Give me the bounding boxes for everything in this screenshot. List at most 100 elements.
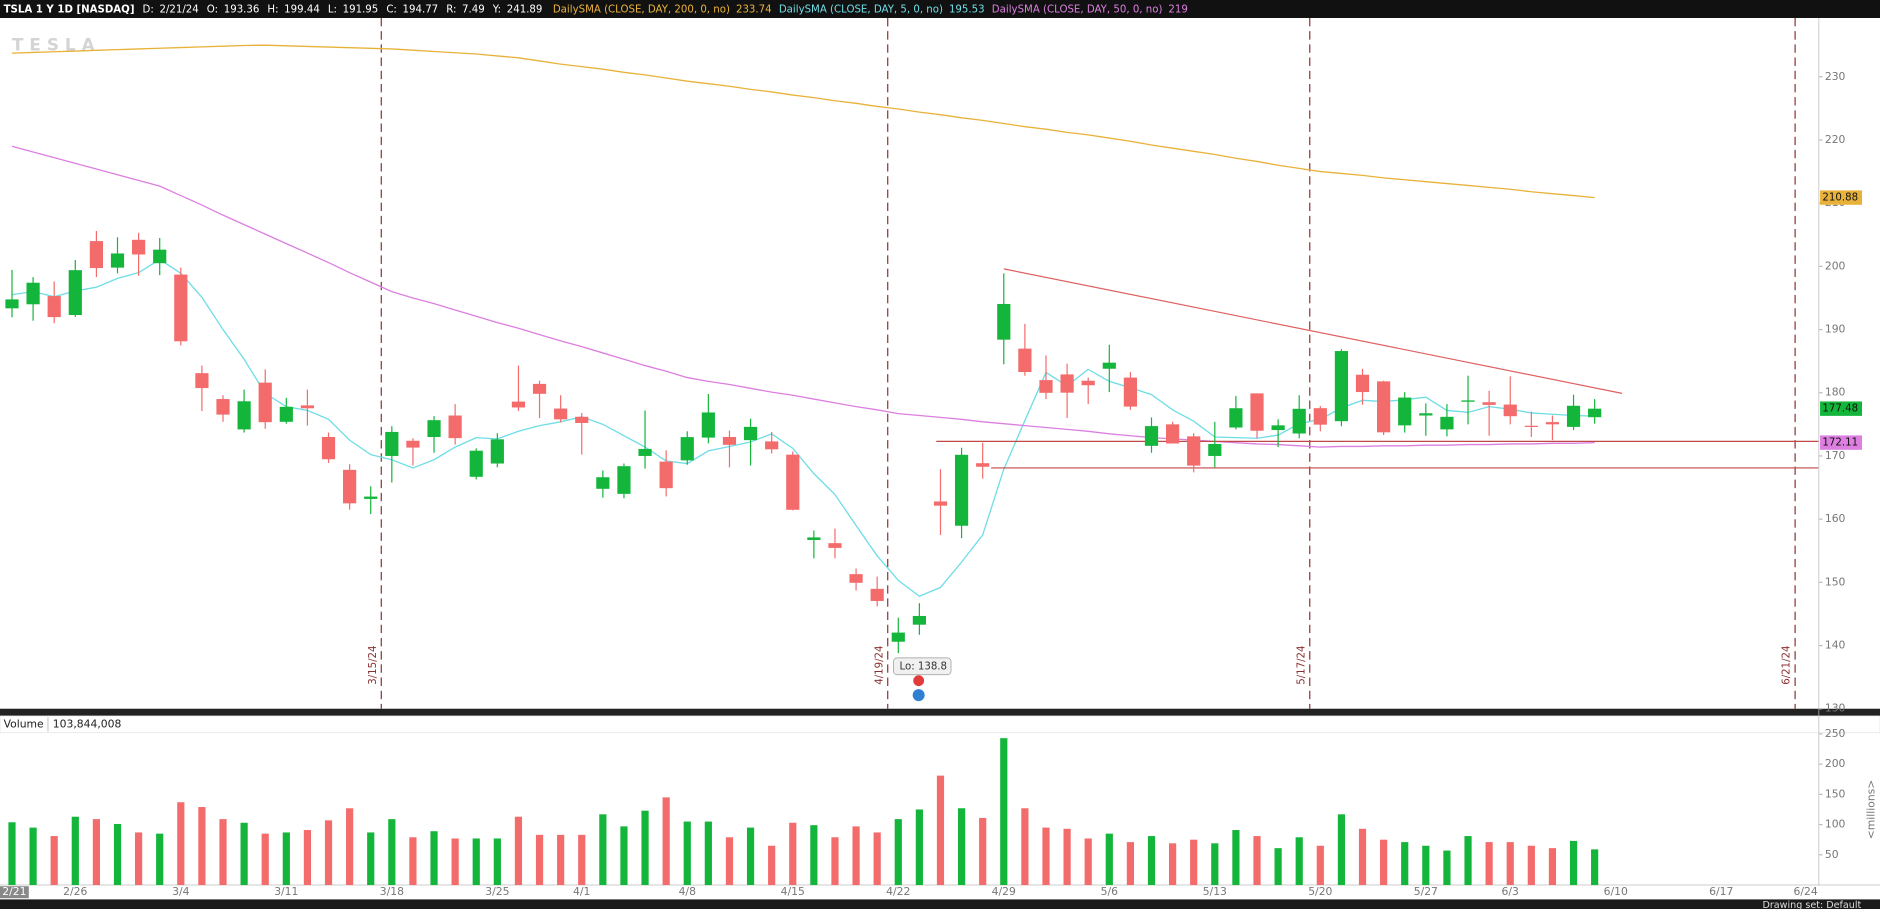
volume-bar (1169, 843, 1177, 886)
volume-bar (514, 816, 523, 886)
volume-bar (810, 825, 818, 886)
candle-body (1166, 424, 1180, 444)
volume-bar (915, 809, 923, 886)
volume-bar (71, 816, 79, 886)
candle-body (1292, 408, 1306, 434)
candle-body (47, 296, 61, 318)
sma-line (11, 145, 1595, 448)
y-tick-label: 180 (1825, 386, 1846, 399)
y-tick-label: 190 (1825, 323, 1846, 336)
candle-body (1271, 425, 1285, 431)
candle-body (933, 501, 948, 506)
high-label: H: (267, 5, 278, 16)
x-tick-label: 3/4 (172, 885, 189, 898)
y-label: Y: (492, 5, 501, 16)
candle-body (1229, 408, 1243, 428)
last-value-label: 172.11 (1822, 438, 1858, 449)
candle-body (1081, 380, 1095, 386)
candle-body (153, 249, 167, 264)
last-value-label: 177.48 (1822, 404, 1858, 415)
volume-bar (1232, 830, 1240, 886)
volume-bar (873, 832, 881, 886)
volume-bar (852, 826, 860, 886)
candle-body (1377, 381, 1391, 433)
volume-bar (662, 797, 670, 886)
volume-bar (240, 822, 248, 886)
candle-body (828, 543, 842, 548)
y-tick-label: 220 (1825, 133, 1846, 146)
sma-value: 195.53 (949, 5, 985, 16)
candle-body (1355, 374, 1370, 393)
volume-bar (683, 821, 691, 886)
volume-bar (346, 808, 354, 886)
header: TSLA 1 Y 1D [NASDAQ] D: 2/21/24 O: 193.3… (4, 5, 1188, 16)
volume-bar (113, 823, 122, 886)
y-tick-label: 200 (1825, 259, 1846, 272)
volume-bar (578, 834, 586, 886)
volume-bar (1211, 843, 1219, 886)
candle-body (1461, 400, 1475, 402)
volume-bar (1506, 842, 1514, 886)
volume-bar (1422, 845, 1430, 886)
volume-bar (831, 837, 839, 886)
candle-body (743, 426, 758, 441)
low-value: 191.95 (343, 5, 379, 16)
candle-body (976, 463, 990, 467)
y-tick-label: 130 (1825, 702, 1846, 715)
candle-body (321, 436, 336, 460)
event-label: 5/17/24 (1296, 645, 1307, 684)
candle-body (1102, 362, 1116, 369)
y-tick-label: 150 (1825, 575, 1846, 588)
volume-bar (92, 819, 100, 886)
volume-header (0, 715, 1880, 734)
volume-bar (1316, 845, 1324, 886)
volume-bar (1295, 837, 1303, 886)
panel-separator (0, 708, 1880, 716)
volume-bar (1358, 828, 1367, 886)
candle-body (532, 383, 547, 394)
volume-bar (261, 833, 269, 886)
candle-body (448, 415, 462, 439)
volume-bar (535, 834, 544, 886)
candle-body (1588, 408, 1602, 418)
volume-bar (1485, 842, 1493, 886)
volume-bar (219, 819, 227, 886)
symbol: TSLA 1 Y 1D [NASDAQ] (4, 5, 135, 16)
volume-bar (198, 807, 206, 886)
x-tick-label: 6/3 (1502, 885, 1519, 898)
y-tick-label: 230 (1825, 70, 1846, 83)
volume-bar (620, 826, 628, 886)
volume-bar (388, 819, 396, 886)
candle-body (1313, 408, 1327, 425)
candle-body (68, 270, 82, 316)
volume-bar (704, 821, 712, 886)
candle-body (279, 406, 293, 422)
candle-body (554, 408, 568, 420)
candle-body (174, 274, 188, 342)
candle-body (490, 439, 504, 464)
candle-body (1060, 374, 1074, 393)
candle-body (1250, 393, 1264, 431)
volume-bar (1591, 849, 1599, 886)
volume-bar (1443, 850, 1451, 886)
x-tick-label: 2/21 (2, 885, 26, 898)
event-icon (913, 675, 925, 687)
candle-body (870, 588, 884, 601)
candle-body (849, 574, 863, 583)
candle-body (469, 450, 483, 477)
range-label: R: (446, 5, 456, 16)
y-tick-label: 170 (1825, 449, 1846, 462)
x-tick-label: 5/6 (1101, 885, 1118, 898)
candle-body (807, 537, 821, 540)
candle-body (1018, 348, 1032, 373)
sma-value: 233.74 (736, 5, 772, 16)
open-value: 193.36 (224, 5, 260, 16)
candle-body (1545, 422, 1560, 425)
volume-bar (8, 822, 16, 886)
volume-bar (1380, 839, 1388, 886)
y-tick-label: 140 (1825, 639, 1846, 652)
volume-bar (493, 838, 501, 886)
volume-bar (1042, 827, 1050, 886)
close-value: 194.77 (403, 5, 439, 16)
volume-bar (641, 810, 649, 886)
